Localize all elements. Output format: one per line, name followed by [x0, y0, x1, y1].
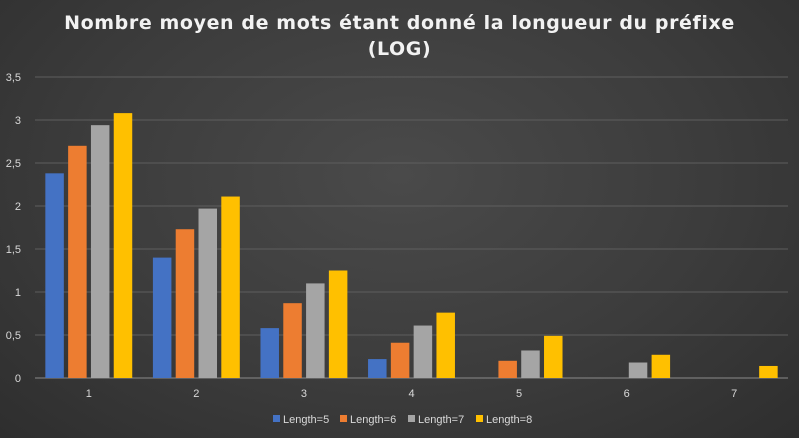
bar-length-6-cat-2: [175, 229, 195, 378]
bar-length-8-cat-1: [113, 113, 133, 379]
legend-item: Length=8: [476, 414, 532, 426]
y-tick-label: 3,5: [6, 72, 21, 84]
x-tick-label: 7: [731, 388, 737, 400]
bar-length-7-cat-5: [521, 350, 540, 378]
bar-length-5-cat-3: [260, 328, 279, 378]
bar-length-7-cat-6: [628, 362, 648, 378]
chart-title-line-1: Nombre moyen de mots étant donné la long…: [64, 12, 735, 34]
x-tick-label: 6: [624, 388, 630, 400]
bar-length-5-cat-2: [152, 257, 172, 378]
gridlines: [35, 76, 788, 379]
bar-length-8-cat-2: [221, 196, 240, 378]
legend-label: Length=8: [486, 414, 532, 426]
bar-length-8-cat-4: [436, 312, 455, 378]
x-tick-label: 5: [516, 388, 522, 400]
bar-length-6-cat-3: [283, 303, 302, 378]
y-tick-label: 2,5: [6, 158, 21, 170]
bar-length-7-cat-1: [90, 125, 110, 378]
bar-length-6-cat-1: [68, 145, 87, 378]
x-axis-ticks: 1 2 3 4 5 6 7: [86, 388, 738, 400]
bars: [45, 113, 778, 379]
x-tick-label: 2: [193, 388, 199, 400]
y-tick-label: 3: [15, 115, 21, 127]
legend-item: Length=6: [340, 414, 396, 426]
bar-length-8-cat-3: [328, 270, 348, 378]
legend-label: Length=7: [418, 414, 464, 426]
bar-length-5-cat-1: [45, 173, 64, 378]
bar-length-7-cat-4: [413, 325, 433, 378]
bar-length-8-cat-6: [651, 354, 671, 378]
legend-label: Length=6: [350, 414, 396, 426]
bar-length-6-cat-4: [390, 342, 410, 378]
bar-length-5-cat-4: [368, 359, 387, 378]
y-axis-ticks: 0 0,5 1 1,5 2 2,5 3 3,5: [6, 72, 21, 385]
legend-swatch: [408, 415, 415, 422]
bar-length-8-cat-7: [759, 365, 778, 378]
x-tick-label: 4: [408, 388, 414, 400]
bar-length-6-cat-5: [498, 360, 517, 378]
legend-item: Length=5: [273, 414, 329, 426]
x-tick-label: 1: [86, 388, 92, 400]
y-tick-label: 1: [15, 287, 21, 299]
legend-item: Length=7: [408, 414, 464, 426]
x-tick-label: 3: [301, 388, 307, 400]
bar-length-7-cat-3: [306, 283, 325, 378]
y-tick-label: 1,5: [6, 244, 21, 256]
bar-length-7-cat-2: [198, 208, 218, 378]
legend-swatch: [273, 415, 280, 422]
chart-title-line-2: (LOG): [368, 38, 432, 60]
legend-label: Length=5: [283, 414, 329, 426]
legend-swatch: [476, 415, 483, 422]
y-tick-label: 2: [15, 201, 21, 213]
legend-swatch: [340, 415, 347, 422]
y-tick-label: 0: [15, 373, 21, 385]
legend: Length=5 Length=6 Length=7 Length=8: [273, 414, 532, 426]
y-tick-label: 0,5: [6, 330, 21, 342]
bar-length-8-cat-5: [544, 335, 563, 378]
